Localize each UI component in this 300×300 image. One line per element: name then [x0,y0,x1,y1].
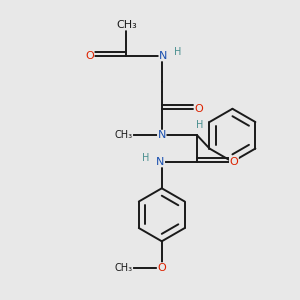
Text: H: H [174,47,182,57]
Text: CH₃: CH₃ [114,263,133,273]
Text: CH₃: CH₃ [116,20,137,30]
Text: N: N [158,130,166,140]
Text: H: H [196,120,204,130]
Text: N: N [156,157,164,167]
Text: O: O [158,263,166,273]
Text: H: H [142,153,149,163]
Text: CH₃: CH₃ [114,130,133,140]
Text: O: O [230,157,238,167]
Text: N: N [159,51,167,61]
Text: O: O [194,104,203,114]
Text: O: O [85,51,94,61]
